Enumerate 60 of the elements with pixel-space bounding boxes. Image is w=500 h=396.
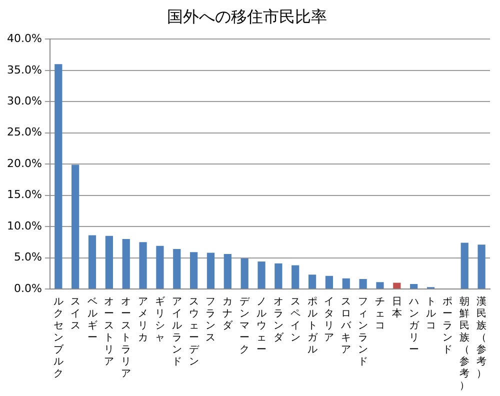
x-tick-label: アイルランド xyxy=(172,296,182,368)
x-tick-label: オーストリア xyxy=(104,296,114,368)
y-tick-label: 20.0% xyxy=(6,156,42,170)
bar xyxy=(292,265,300,288)
y-tick-label: 0.0% xyxy=(14,282,42,295)
y-tick-label: 5.0% xyxy=(14,250,42,264)
x-tick-label: 日本 xyxy=(392,296,402,320)
x-tick-label: スロバキア xyxy=(340,296,352,356)
x-tick-label: オーストラリア xyxy=(121,296,132,380)
x-tick-label: トルコ xyxy=(426,296,436,332)
bar xyxy=(190,252,198,288)
x-tick-label: アメリカ xyxy=(138,296,148,344)
y-tick-label: 40.0% xyxy=(6,32,42,46)
bar xyxy=(224,254,232,288)
bar xyxy=(359,279,367,288)
x-tick-label: イタリア xyxy=(324,296,334,344)
bar xyxy=(478,244,486,288)
bar xyxy=(410,284,418,288)
bar xyxy=(105,236,113,288)
x-tick-label: ポルトガル xyxy=(307,296,318,356)
y-tick-label: 30.0% xyxy=(6,94,42,108)
bar xyxy=(393,282,401,288)
x-tick-label: オランダ xyxy=(273,296,284,344)
bar xyxy=(308,274,316,288)
x-tick-label: ノルウェー xyxy=(256,296,267,356)
y-tick-label: 25.0% xyxy=(6,126,42,139)
bar xyxy=(274,263,282,288)
bar xyxy=(258,262,266,288)
bar xyxy=(54,64,62,288)
x-tick-label: チェコ xyxy=(374,296,385,332)
bar xyxy=(206,252,215,288)
y-tick-label: 35.0% xyxy=(6,63,42,76)
x-tick-label: カナダ xyxy=(222,296,234,332)
x-tick-label: フィンランド xyxy=(358,296,368,368)
chart-title: 国外への移住市民比率 xyxy=(167,6,327,26)
bar xyxy=(139,242,147,288)
x-tick-label: ベルギー xyxy=(87,296,98,344)
x-tick-label: ハンガリー xyxy=(408,296,420,356)
bar xyxy=(460,242,468,288)
x-tick-label: デンマーク xyxy=(240,296,251,356)
x-tick-label: スイス xyxy=(70,296,80,332)
x-tick-label: フランス xyxy=(206,296,216,344)
x-tick-label: 漢民族（参考） xyxy=(476,296,487,380)
x-tick-label: ルクセンブルク xyxy=(53,296,64,380)
bar xyxy=(156,246,164,288)
x-tick-label: スウェーデン xyxy=(188,296,200,368)
bar xyxy=(72,164,80,288)
y-tick-label: 15.0% xyxy=(6,188,42,202)
bar xyxy=(173,249,181,288)
x-tick-label: 朝鮮民族（参考） xyxy=(460,296,470,392)
bar xyxy=(122,239,130,288)
x-tick-label: ギリシャ xyxy=(154,296,165,344)
y-tick-label: 10.0% xyxy=(6,219,42,232)
bar xyxy=(325,276,334,288)
bar xyxy=(342,278,350,288)
x-tick-label: ポーランド xyxy=(442,296,453,356)
bar xyxy=(240,258,248,288)
x-tick-label: スペイン xyxy=(290,296,300,344)
bar xyxy=(88,235,96,288)
bar xyxy=(376,282,384,288)
